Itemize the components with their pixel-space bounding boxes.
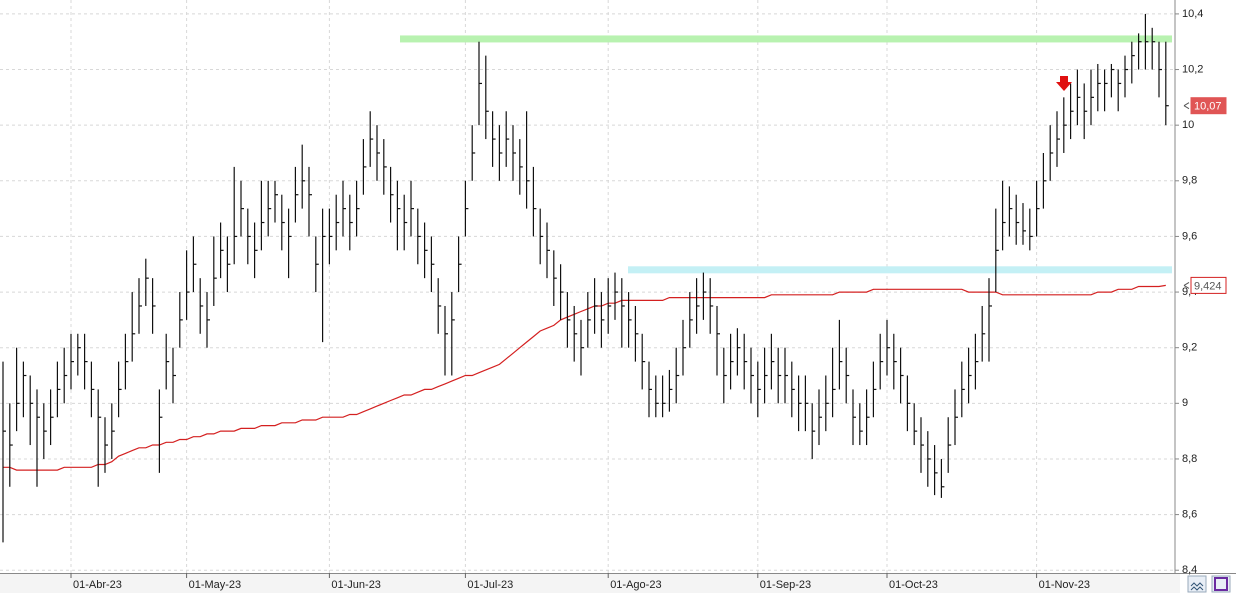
x-tick-label: 01-Jul-23 — [467, 579, 513, 591]
x-tick-label: 01-Nov-23 — [1039, 579, 1090, 591]
level-band — [628, 266, 1172, 274]
y-tick-label: 8,4 — [1182, 564, 1197, 576]
x-tick-label: 01-Sep-23 — [760, 579, 811, 591]
y-tick-label: 9,6 — [1182, 230, 1197, 242]
scroll-icon — [1190, 582, 1204, 591]
y-tick-label: 9,8 — [1182, 175, 1197, 187]
y-tick-label: 8,8 — [1182, 453, 1197, 465]
moving-average — [3, 284, 1166, 471]
price-flag-label: 9,424 — [1194, 280, 1222, 292]
y-tick-label: 10 — [1182, 119, 1194, 131]
x-tick-label: 01-Abr-23 — [73, 579, 122, 591]
toolbar — [1187, 575, 1231, 593]
price-pointer — [1183, 102, 1190, 110]
save-button[interactable] — [1211, 575, 1231, 593]
signal-arrow — [1056, 76, 1072, 91]
x-tick-label: 01-May-23 — [189, 579, 242, 591]
x-tick-label: 01-Ago-23 — [610, 579, 661, 591]
price-flag — [1190, 97, 1227, 115]
y-tick-label: 10,2 — [1182, 63, 1203, 75]
x-axis-band — [0, 574, 1180, 593]
y-tick-label: 9,2 — [1182, 342, 1197, 354]
price-pointer — [1183, 281, 1190, 289]
x-tick-label: 01-Jun-23 — [331, 579, 381, 591]
y-tick-label: 9 — [1182, 397, 1188, 409]
save-icon — [1214, 577, 1228, 591]
price-flag-label: 10,07 — [1194, 101, 1222, 113]
price-flag — [1190, 276, 1227, 294]
x-tick-label: 01-Oct-23 — [889, 579, 938, 591]
plot-layer — [0, 0, 1175, 573]
y-tick-label: 10,4 — [1182, 8, 1203, 20]
y-tick-label: 8,6 — [1182, 508, 1197, 520]
level-band — [400, 35, 1172, 43]
